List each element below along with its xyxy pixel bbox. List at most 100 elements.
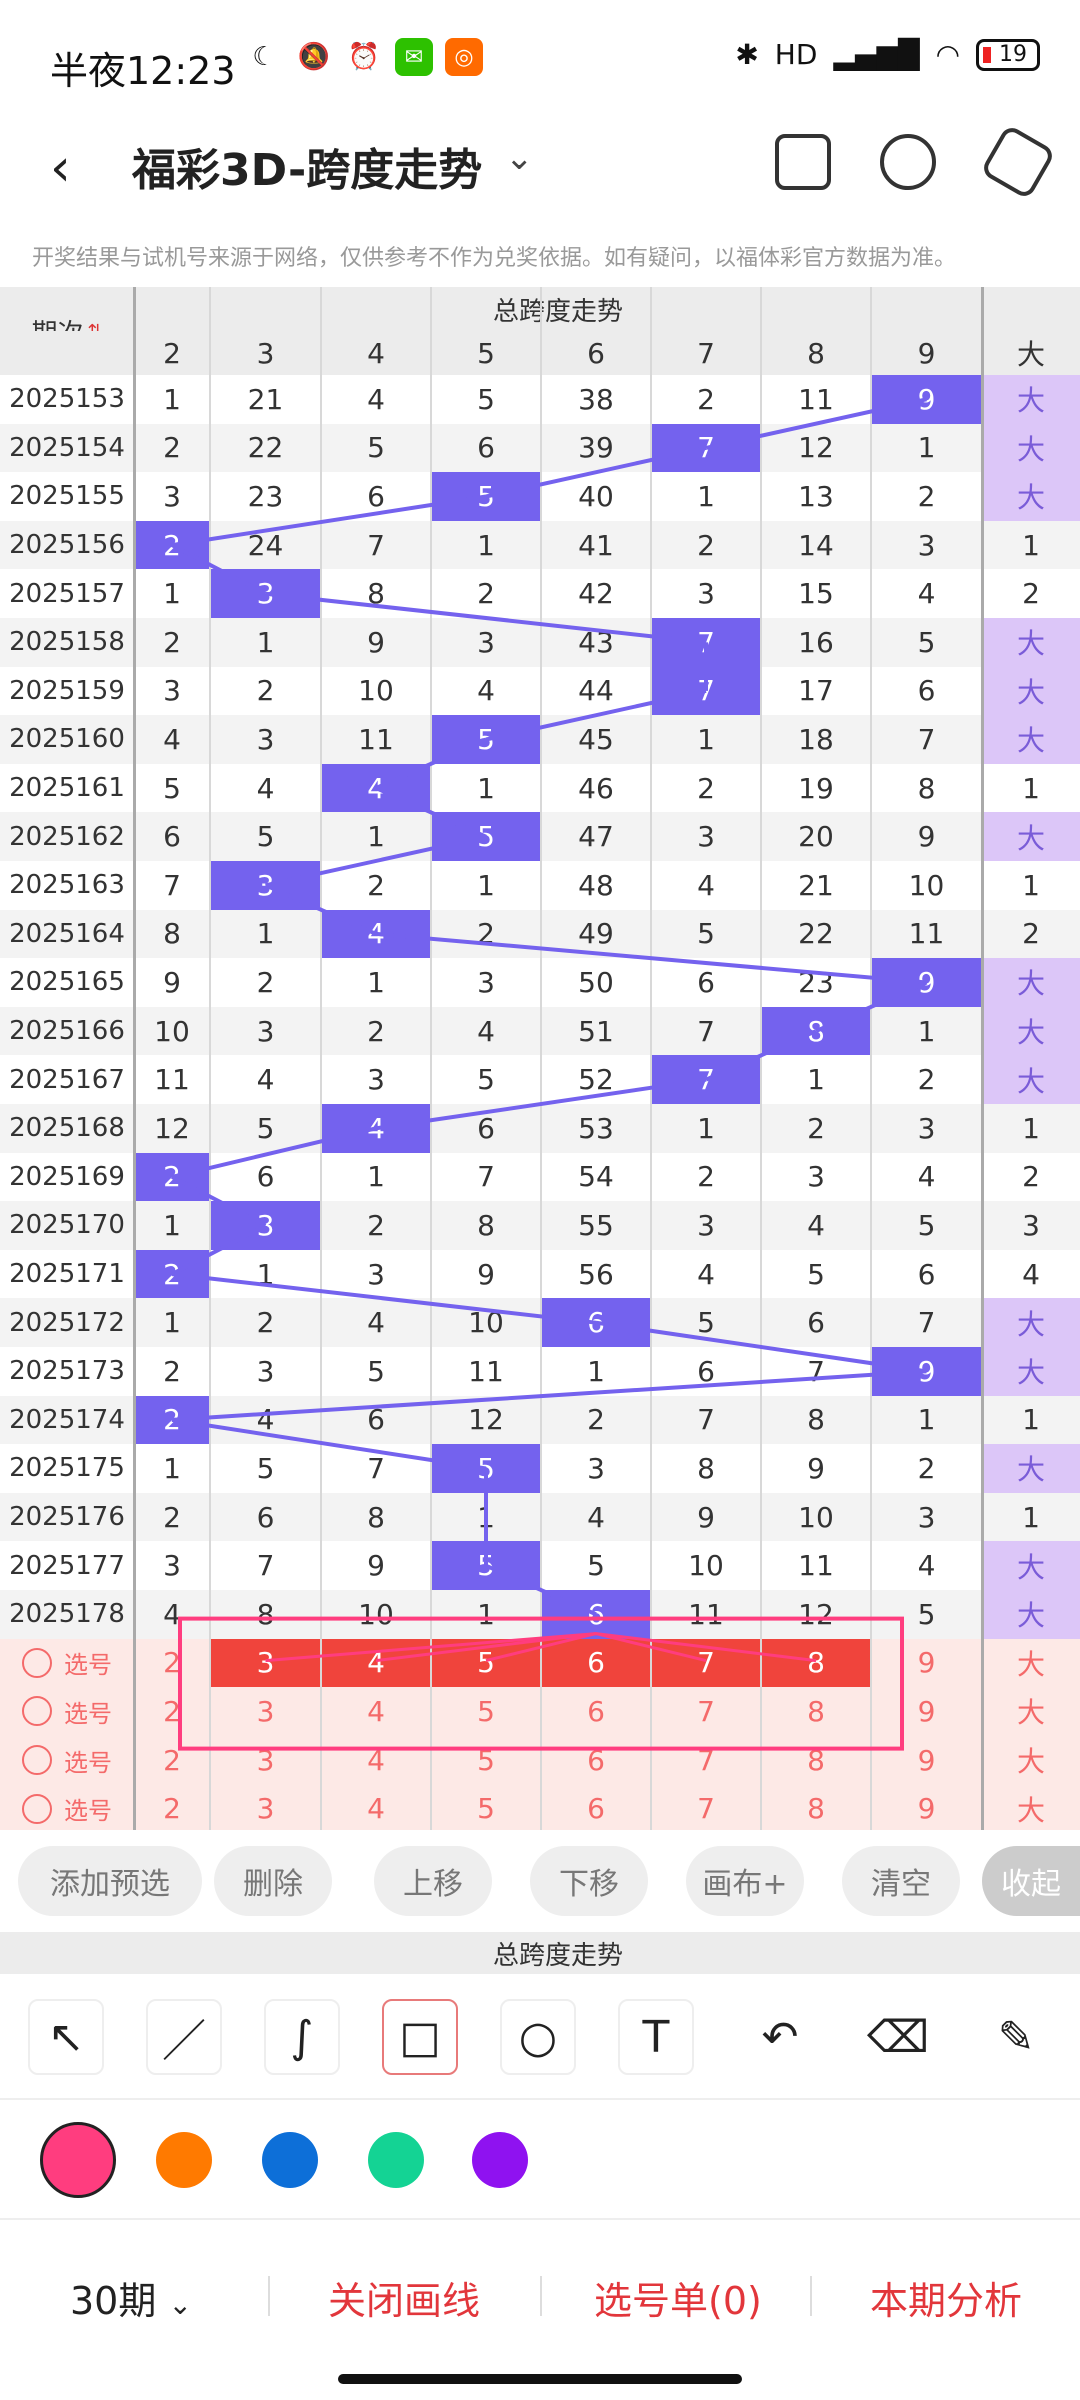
select-cell[interactable]: 5 (477, 1694, 495, 1728)
select-row-label[interactable]: 选号 (0, 1687, 134, 1736)
select-cell[interactable]: 3 (256, 1792, 275, 1826)
color-swatch[interactable] (472, 2132, 528, 2188)
select-cell[interactable]: 3 (210, 1638, 321, 1688)
canvas-plus-button[interactable]: 画布+ (686, 1846, 804, 1916)
big-cell: 大 (982, 715, 1080, 764)
back-arrow-icon[interactable]: ‹ (50, 138, 71, 198)
select-row-label[interactable]: 选号 (0, 1784, 134, 1833)
select-cell[interactable]: 4 (321, 1638, 431, 1688)
select-cell[interactable]: 6 (587, 1792, 605, 1826)
value-cell: 2 (163, 1500, 181, 1534)
value-cell: 10 (468, 1306, 504, 1340)
select-cell[interactable]: 4 (367, 1792, 385, 1826)
select-cell[interactable]: 3 (256, 1743, 275, 1777)
close-lines-button[interactable]: 关闭画线 (328, 2279, 481, 2323)
line-tool-icon[interactable]: ／ (146, 1999, 222, 2075)
color-swatch[interactable] (156, 2132, 212, 2188)
select-big-cell[interactable]: 大 (1016, 1745, 1045, 1779)
collapse-button[interactable]: 收起 (982, 1846, 1080, 1916)
select-cell[interactable]: 9 (917, 1646, 936, 1680)
value-cell: 11 (798, 1549, 834, 1583)
curve-tool-icon[interactable]: ∫ (264, 1999, 340, 2075)
value-cell: 7 (697, 1014, 715, 1048)
add-preselect-button[interactable]: 添加预选 (18, 1846, 202, 1916)
select-cell[interactable]: 3 (256, 1694, 275, 1728)
value-cell: 5 (917, 625, 936, 659)
bottom-bar: 30期 ⌄ 关闭画线 选号单(0) 本期分析 (0, 2220, 1080, 2360)
select-cell[interactable]: 2 (163, 1792, 181, 1826)
select-cell[interactable]: 4 (367, 1694, 385, 1728)
circle-tool-icon[interactable]: ○ (500, 1999, 576, 2075)
settings-icon[interactable] (979, 123, 1057, 201)
select-row-label[interactable]: 选号 (0, 1639, 134, 1688)
select-cell[interactable]: 7 (697, 1694, 715, 1728)
select-big-cell[interactable]: 大 (1016, 1647, 1045, 1681)
value-cell: 4 (163, 722, 181, 756)
clear-button[interactable]: 清空 (842, 1846, 960, 1916)
move-down-button[interactable]: 下移 (530, 1846, 648, 1916)
arrow-tool-icon[interactable]: ↖ (28, 1999, 104, 2075)
select-cell[interactable]: 9 (917, 1743, 936, 1777)
value-cell: 2 (367, 1208, 385, 1242)
select-cell[interactable]: 5 (477, 1792, 495, 1826)
select-cell[interactable]: 7 (697, 1792, 715, 1826)
value-cell: 1 (256, 917, 275, 951)
select-big-cell[interactable]: 大 (1016, 1793, 1045, 1827)
color-swatch[interactable] (368, 2132, 424, 2188)
period-cell: 2025163 (9, 870, 125, 901)
chevron-down-icon[interactable]: ⌄ (505, 138, 534, 178)
radio-icon[interactable] (22, 1696, 52, 1727)
select-cell[interactable]: 2 (163, 1743, 181, 1777)
select-cell[interactable]: 9 (917, 1694, 936, 1728)
select-row-label[interactable]: 选号 (0, 1736, 134, 1785)
alarm-icon: ⏰ (347, 42, 381, 72)
select-big-cell[interactable]: 大 (1016, 1696, 1045, 1730)
period-select[interactable]: 30期 ⌄ (70, 2270, 192, 2325)
eraser-icon[interactable]: ⌫ (866, 2011, 930, 2063)
value-cell: 5 (477, 1063, 495, 1097)
select-cell[interactable]: 8 (807, 1743, 825, 1777)
select-cell[interactable]: 6 (587, 1743, 605, 1777)
value-cell: 2 (697, 1160, 715, 1194)
move-up-button[interactable]: 上移 (374, 1846, 492, 1916)
select-cell[interactable]: 4 (367, 1743, 385, 1777)
clear-brush-icon[interactable]: ✎ (997, 2011, 1035, 2063)
period-cell: 2025154 (9, 432, 125, 463)
radio-icon[interactable] (22, 1793, 52, 1824)
select-cell[interactable]: 9 (917, 1792, 936, 1826)
color-swatch[interactable] (40, 2122, 116, 2198)
value-cell: 5 (256, 820, 275, 854)
select-cell[interactable]: 2 (163, 1646, 181, 1680)
select-cell[interactable]: 2 (163, 1694, 181, 1728)
radio-icon[interactable] (22, 1647, 52, 1678)
value-cell: 1 (367, 965, 385, 999)
color-swatch[interactable] (262, 2132, 318, 2188)
rectangle-tool-icon[interactable]: □ (382, 1999, 458, 2075)
analysis-button[interactable]: 本期分析 (870, 2279, 1023, 2323)
hit-cell: 4 (321, 909, 431, 959)
layout-icon[interactable] (775, 134, 831, 190)
big-cell: 3 (1022, 1208, 1040, 1242)
select-cell[interactable]: 5 (477, 1743, 495, 1777)
undo-icon[interactable]: ↶ (761, 2011, 799, 2063)
share-icon[interactable] (880, 134, 936, 190)
select-cell[interactable]: 5 (431, 1638, 541, 1688)
value-cell: 13 (798, 479, 834, 513)
select-cell[interactable]: 6 (587, 1694, 605, 1728)
chevron-down-icon: ⌄ (168, 2288, 192, 2321)
text-tool-icon[interactable]: T (618, 1999, 694, 2075)
value-cell: 21 (247, 382, 284, 416)
selection-list-button[interactable]: 选号单(0) (594, 2279, 762, 2323)
page-title[interactable]: 福彩3D-跨度走势 (132, 145, 483, 196)
radio-icon[interactable] (22, 1745, 52, 1776)
select-cell[interactable]: 6 (541, 1638, 651, 1688)
select-cell[interactable]: 7 (651, 1638, 761, 1688)
column-header: 2 (163, 336, 181, 370)
value-cell: 2 (163, 625, 181, 659)
delete-button[interactable]: 删除 (214, 1846, 332, 1916)
select-cell[interactable]: 8 (807, 1694, 825, 1728)
select-cell[interactable]: 8 (807, 1792, 825, 1826)
select-cell[interactable]: 7 (697, 1743, 715, 1777)
big-cell: 2 (1022, 577, 1040, 611)
select-cell[interactable]: 8 (761, 1638, 871, 1688)
